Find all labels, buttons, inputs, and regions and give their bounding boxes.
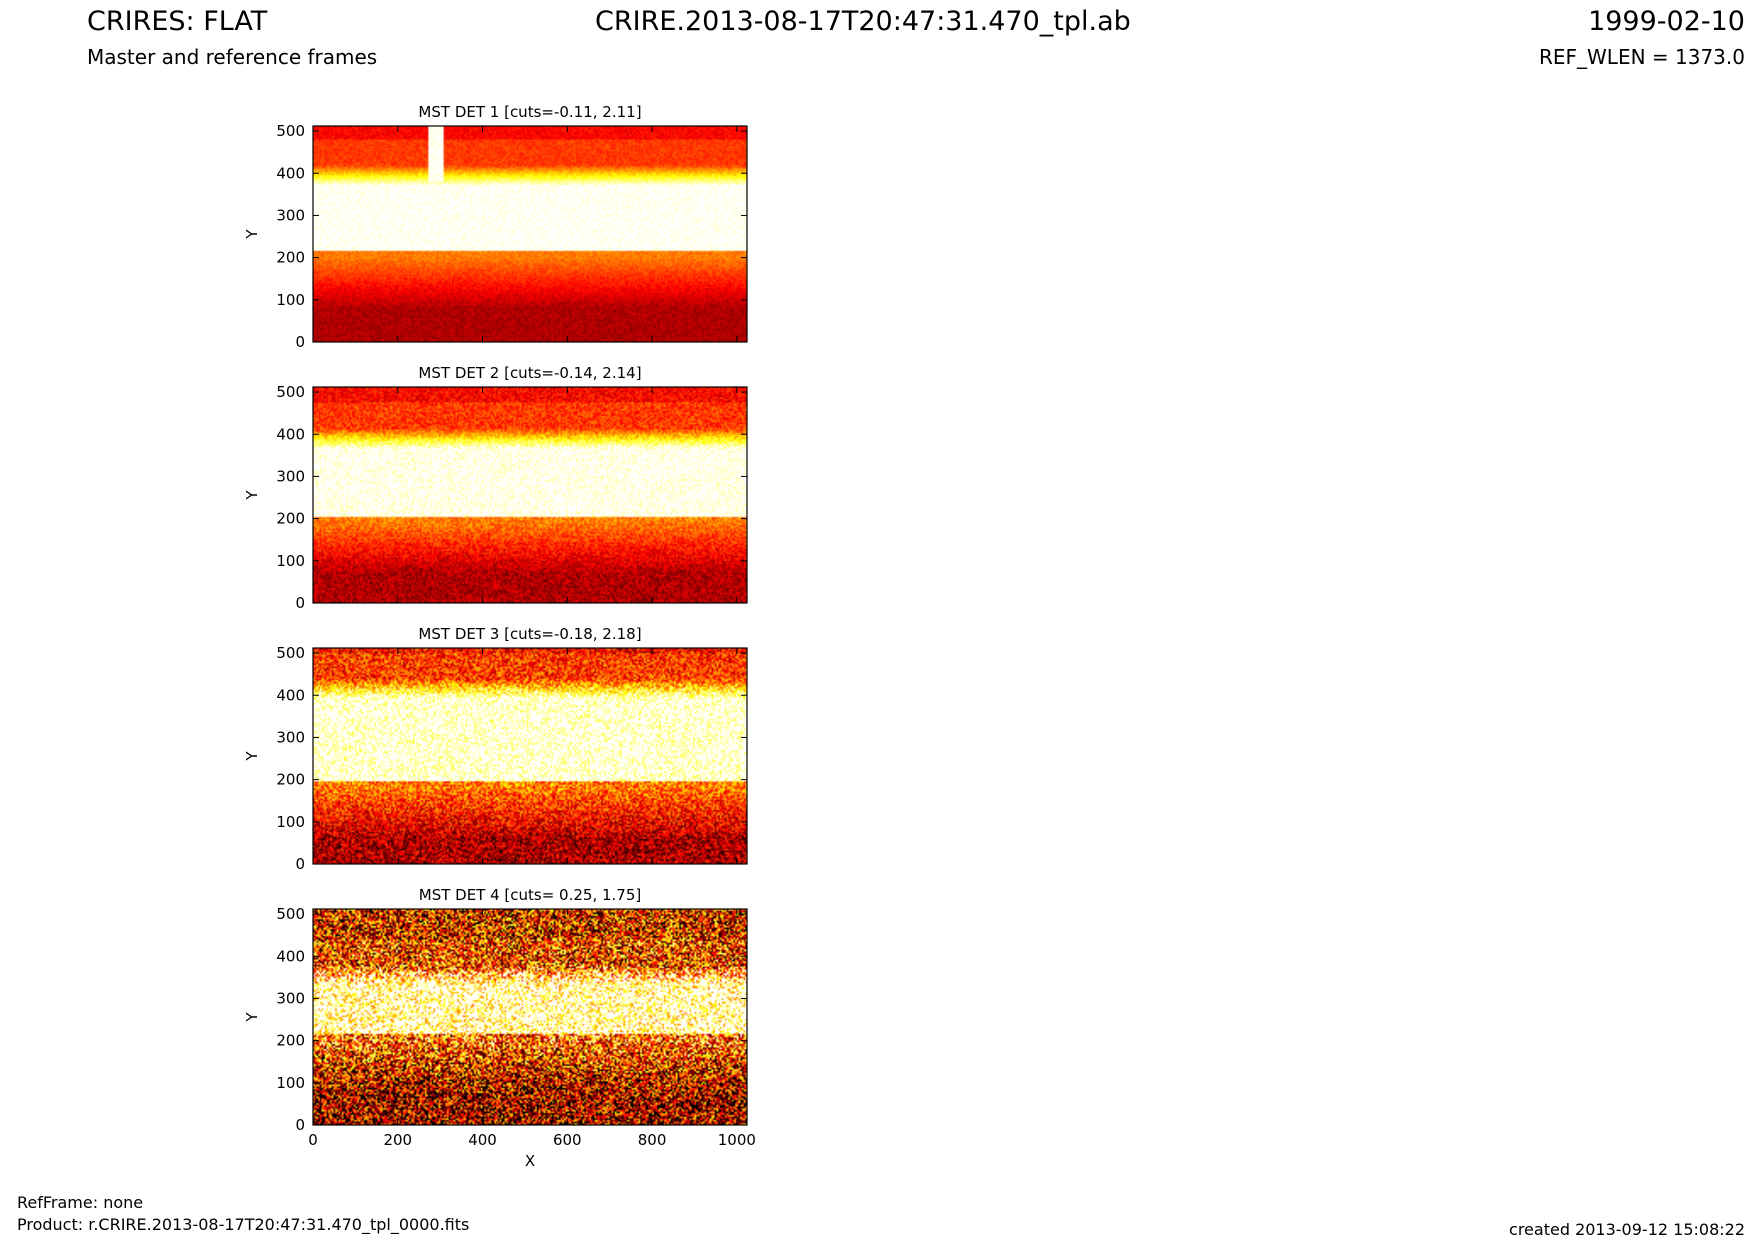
ref-wlen-label: REF_WLEN = 1373.0 [1538, 45, 1745, 69]
y-axis-label: Y [243, 751, 261, 762]
detector-heatmap-image [313, 909, 747, 1125]
detector-heatmap-image [313, 126, 747, 342]
x-tick-label: 0 [308, 1131, 318, 1149]
panel-title: MST DET 4 [cuts= 0.25, 1.75] [419, 886, 642, 904]
y-tick-label: 100 [276, 291, 305, 309]
y-tick-label: 200 [276, 771, 305, 789]
figure-title: CRIRES: FLAT [87, 6, 268, 37]
detector-heatmap-image [313, 387, 747, 603]
y-tick-label: 300 [276, 206, 305, 224]
plot-frame [312, 647, 748, 865]
x-axis-label: X [525, 1152, 535, 1170]
y-tick-label: 100 [276, 813, 305, 831]
y-tick-label: 100 [276, 1074, 305, 1092]
x-tick-label: 400 [468, 1131, 497, 1149]
y-axis-label: Y [243, 490, 261, 501]
y-tick-label: 0 [295, 1116, 305, 1134]
x-tick-label: 200 [383, 1131, 412, 1149]
plot-frame [312, 125, 748, 343]
y-tick-label: 300 [276, 467, 305, 485]
detector-panel-1: MST DET 1 [cuts=-0.11, 2.11] 0 100 200 300 40… [243, 103, 748, 351]
y-tick-label: 400 [276, 425, 305, 443]
y-tick-label: 500 [276, 383, 305, 401]
plot-frame [312, 386, 748, 604]
y-tick-label: 500 [276, 644, 305, 662]
date-title: 1999-02-10 [1588, 6, 1745, 37]
created-label: created 2013-09-12 15:08:22 [1509, 1220, 1745, 1239]
detector-heatmap-image [313, 648, 747, 864]
x-tick-label: 600 [553, 1131, 582, 1149]
y-tick-label: 400 [276, 686, 305, 704]
product-label: Product: r.CRIRE.2013-08-17T20:47:31.470… [17, 1215, 470, 1234]
y-tick-label: 500 [276, 122, 305, 140]
y-tick-label: 0 [295, 333, 305, 351]
x-tick-label: 1000 [718, 1131, 756, 1149]
y-tick-label: 400 [276, 164, 305, 182]
detector-panel-3: MST DET 3 [cuts=-0.18, 2.18] 0 100 200 300 40… [243, 625, 748, 873]
plot-frame [312, 908, 748, 1126]
detector-panel-4: MST DET 4 [cuts= 0.25, 1.75] 0 100 200 300 40… [243, 886, 756, 1170]
panel-title: MST DET 2 [cuts=-0.14, 2.14] [418, 364, 641, 382]
y-tick-label: 300 [276, 989, 305, 1007]
y-tick-label: 200 [276, 510, 305, 528]
refframe-label: RefFrame: none [17, 1193, 144, 1212]
y-tick-label: 100 [276, 552, 305, 570]
panel-title: MST DET 3 [cuts=-0.18, 2.18] [418, 625, 641, 643]
detector-panel-2: MST DET 2 [cuts=-0.14, 2.14] 0 100 200 300 40… [243, 364, 748, 612]
file-name-title: CRIRE.2013-08-17T20:47:31.470_tpl.ab [595, 6, 1131, 37]
y-tick-label: 400 [276, 947, 305, 965]
figure-subtitle: Master and reference frames [87, 45, 378, 69]
panel-title: MST DET 1 [cuts=-0.11, 2.11] [418, 103, 641, 121]
y-tick-label: 300 [276, 728, 305, 746]
y-tick-label: 0 [295, 855, 305, 873]
y-tick-label: 200 [276, 1032, 305, 1050]
y-tick-label: 500 [276, 905, 305, 923]
y-axis-label: Y [243, 229, 261, 240]
y-tick-label: 0 [295, 594, 305, 612]
x-tick-label: 800 [638, 1131, 667, 1149]
y-tick-label: 200 [276, 249, 305, 267]
y-axis-label: Y [243, 1012, 261, 1023]
